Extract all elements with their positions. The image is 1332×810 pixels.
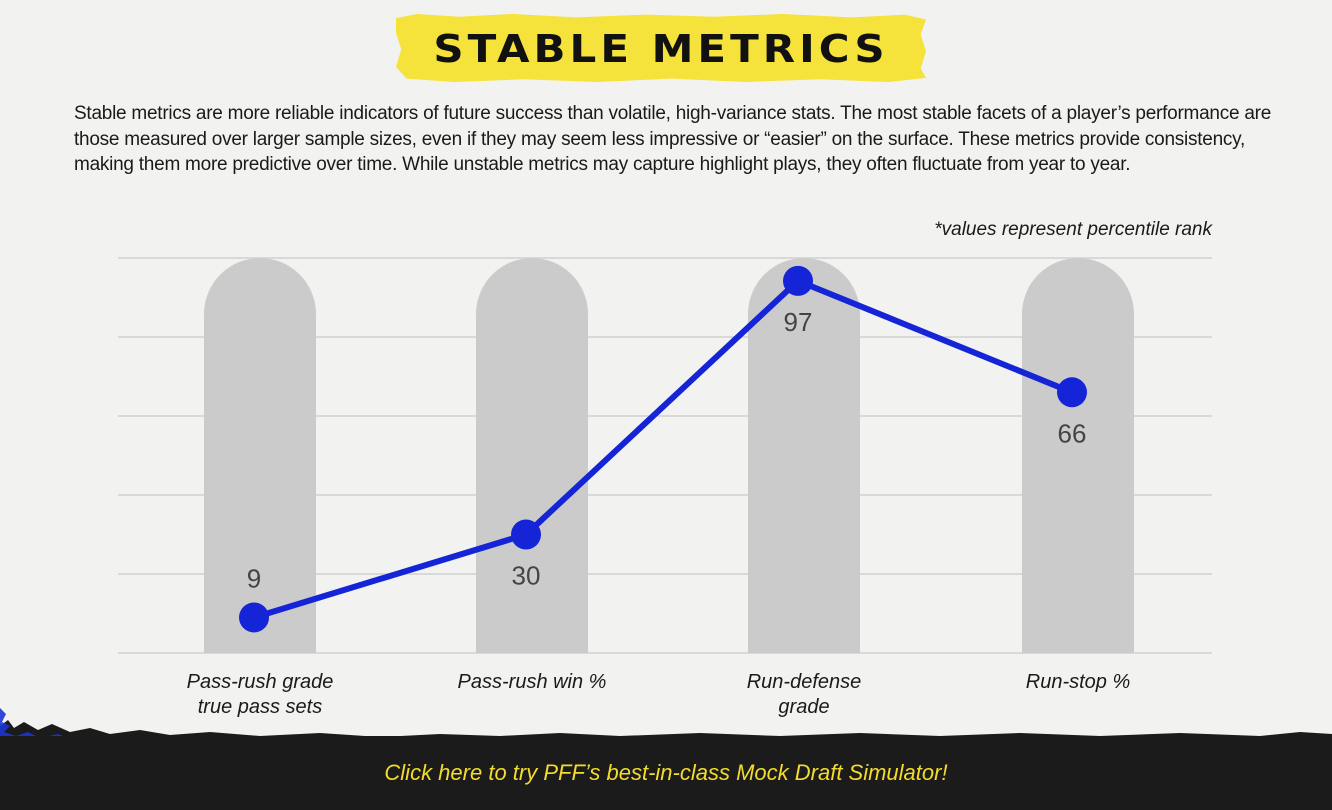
x-tick-label-line: Run-stop % <box>1026 671 1131 693</box>
data-point <box>511 519 541 550</box>
page-title: STABLE METRICS <box>433 25 889 71</box>
x-tick-label: Run-stop % <box>1026 671 1131 693</box>
footer-bar <box>0 736 1332 810</box>
data-label: 9 <box>247 563 261 593</box>
background-bar <box>748 258 860 653</box>
data-label: 97 <box>784 307 813 337</box>
x-tick-label: Pass-rush win % <box>458 671 607 693</box>
data-label: 66 <box>1058 418 1087 448</box>
data-label: 30 <box>512 561 541 591</box>
background-bar <box>1022 258 1134 653</box>
chart-footnote: *values represent percentile rank <box>934 219 1212 240</box>
data-point <box>239 602 269 633</box>
x-tick-label-line: Pass-rush win % <box>458 671 607 693</box>
x-tick-label-line: Run-defense <box>747 671 862 693</box>
title-banner: STABLE METRICS <box>396 14 926 82</box>
x-tick-label-line: true pass sets <box>198 696 323 718</box>
background-bar <box>476 258 588 653</box>
data-point <box>1057 377 1087 408</box>
background-bar <box>204 258 316 653</box>
x-tick-label-line: grade <box>778 696 829 718</box>
series-line <box>253 277 1074 621</box>
description-text: Stable metrics are more reliable indicat… <box>74 103 1272 175</box>
x-tick-label-line: Pass-rush grade <box>187 671 334 693</box>
x-tick-label: Run-defense grade <box>747 671 862 718</box>
mock-draft-cta-link[interactable]: Click here to try PFF’s best-in-class Mo… <box>384 760 948 785</box>
data-point <box>783 265 813 296</box>
x-tick-label: Pass-rush grade true pass sets <box>187 671 334 718</box>
